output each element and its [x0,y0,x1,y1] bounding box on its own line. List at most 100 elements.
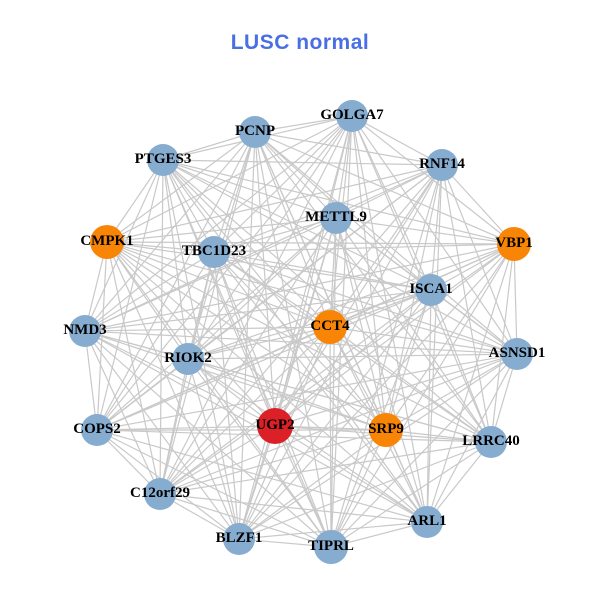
edge-ISCA1-NMD3 [84,289,432,332]
edge-RNF14-NMD3 [84,164,443,332]
node-PTGES3 [147,144,179,176]
edge-GOLGA7-RIOK2 [187,115,353,360]
node-label-BLZF1: BLZF1 [216,530,263,546]
edge-UGP2-ARL1 [274,425,428,523]
edge-VBP1-BLZF1 [238,243,515,540]
edge-VBP1-NMD3 [84,243,515,332]
edge-PCNP-VBP1 [254,131,515,245]
edge-UGP2-TIPRL [274,425,332,548]
node-label-PTGES3: PTGES3 [135,151,192,167]
edge-METTL9-C12orf29 [159,217,337,495]
edge-NMD3-TIPRL [84,330,332,548]
edge-RIOK2-UGP2 [187,358,276,427]
edge-ISCA1-RIOK2 [187,289,432,360]
edge-CMPK1-ASNSD1 [106,241,518,355]
edge-NMD3-COPS2 [84,330,98,431]
edge-GOLGA7-RNF14 [351,115,443,166]
node-label-RNF14: RNF14 [419,156,465,172]
node-RIOK2 [172,343,204,375]
edge-CMPK1-RIOK2 [106,241,189,360]
edge-RNF14-C12orf29 [159,164,443,495]
edge-CCT4-LRRC40 [329,326,492,443]
node-label-RIOK2: RIOK2 [164,350,212,366]
edge-RIOK2-TIPRL [187,358,332,548]
edge-TBC1D23-CCT4 [213,251,331,328]
node-label-CMPK1: CMPK1 [80,233,133,249]
edge-CMPK1-ISCA1 [106,241,432,291]
edge-NMD3-UGP2 [84,330,276,427]
edge-VBP1-UGP2 [274,243,515,427]
node-label-ASNSD1: ASNSD1 [489,345,546,361]
node-LRRC40 [475,426,507,458]
node-label-TBC1D23: TBC1D23 [182,243,246,259]
node-label-SRP9: SRP9 [368,421,404,437]
edge-COPS2-TIPRL [96,429,332,548]
edge-SRP9-C12orf29 [159,429,387,495]
edge-TBC1D23-SRP9 [213,251,387,431]
edge-METTL9-BLZF1 [238,217,337,540]
node-ASNSD1 [501,338,533,370]
node-TIPRL [314,530,348,564]
edge-CCT4-NMD3 [84,326,331,332]
node-METTL9 [320,202,352,234]
edge-LRRC40-TIPRL [330,441,492,548]
node-SRP9 [369,413,403,447]
edge-CMPK1-TIPRL [106,241,332,548]
edge-LRRC40-ARL1 [426,441,492,523]
edge-C12orf29-TIPRL [159,493,332,548]
node-label-NMD3: NMD3 [63,322,106,338]
node-C12orf29 [144,478,176,510]
edges-layer [84,115,518,548]
edge-ASNSD1-SRP9 [385,353,518,431]
edge-UGP2-C12orf29 [159,425,276,495]
node-label-ISCA1: ISCA1 [409,281,452,297]
edge-CMPK1-SRP9 [106,241,387,431]
edge-PCNP-NMD3 [84,131,256,332]
edge-RIOK2-ASNSD1 [187,353,518,360]
edge-RNF14-CMPK1 [106,164,443,243]
edge-CMPK1-UGP2 [106,241,276,427]
node-ISCA1 [415,274,447,306]
node-UGP2 [257,408,293,444]
node-GOLGA7 [336,100,368,132]
edge-VBP1-TIPRL [330,243,515,548]
edge-TBC1D23-VBP1 [213,243,515,253]
edge-SRP9-BLZF1 [238,429,387,540]
node-RNF14 [426,149,458,181]
edge-METTL9-ARL1 [335,217,428,523]
edge-METTL9-VBP1 [335,217,515,245]
edge-PCNP-RNF14 [254,131,443,166]
edge-GOLGA7-TBC1D23 [213,115,353,253]
edge-C12orf29-ARL1 [159,493,428,523]
node-PCNP [239,116,271,148]
edge-ASNSD1-C12orf29 [159,353,518,495]
edge-GOLGA7-COPS2 [96,115,353,431]
edge-PTGES3-LRRC40 [162,159,492,443]
edge-PTGES3-C12orf29 [159,159,164,495]
node-label-CCT4: CCT4 [310,318,350,334]
node-COPS2 [81,414,113,446]
edge-GOLGA7-PCNP [254,115,353,133]
edge-SRP9-LRRC40 [385,429,492,443]
edge-RIOK2-COPS2 [96,358,189,431]
edge-ISCA1-ASNSD1 [430,289,518,355]
edge-ISCA1-UGP2 [274,289,432,427]
edge-LRRC40-BLZF1 [238,441,492,540]
edge-ASNSD1-UGP2 [274,353,518,427]
node-BLZF1 [223,523,255,555]
edge-RNF14-ARL1 [426,164,443,523]
edge-RNF14-VBP1 [441,164,515,245]
labels-layer: GOLGA7 PCNP PTGES3 RNF14 METTL9 CMPK1 TBC1D23 V… [63,107,545,554]
edge-RNF14-ISCA1 [430,164,443,291]
node-label-UGP2: UGP2 [255,417,294,433]
edge-PCNP-CCT4 [254,131,331,328]
node-label-LRRC40: LRRC40 [462,433,520,449]
edge-ISCA1-CCT4 [329,289,432,328]
edge-CMPK1-VBP1 [106,241,515,245]
edge-METTL9-CMPK1 [106,217,337,243]
edge-ISCA1-BLZF1 [238,289,432,540]
edge-GOLGA7-UGP2 [274,115,353,427]
edge-TBC1D23-ASNSD1 [213,251,518,355]
edge-PCNP-C12orf29 [159,131,256,495]
